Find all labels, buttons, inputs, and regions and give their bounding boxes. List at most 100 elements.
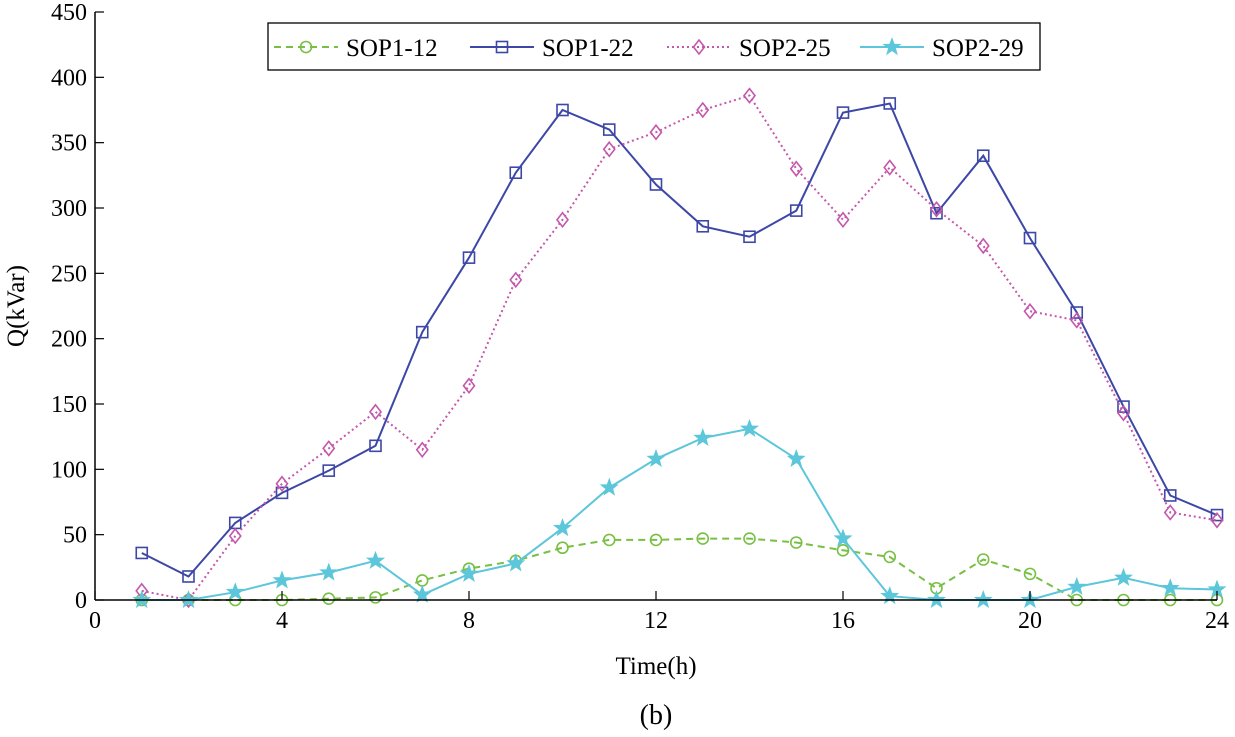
data-point — [696, 219, 710, 233]
legend-marker — [882, 37, 902, 56]
data-point — [786, 448, 806, 467]
data-point — [228, 527, 242, 545]
data-point — [696, 532, 710, 545]
data-point — [552, 518, 573, 537]
data-point — [1163, 489, 1177, 502]
data-point — [649, 123, 663, 141]
y-tick-label: 200 — [51, 327, 87, 353]
legend-item: SOP1-22 — [470, 35, 634, 62]
data-point — [1210, 508, 1224, 522]
legend-label: SOP2-29 — [932, 35, 1024, 62]
data-point — [646, 448, 666, 467]
data-point — [368, 403, 383, 421]
data-point — [696, 101, 710, 119]
data-point — [789, 204, 803, 217]
y-tick-label: 100 — [51, 457, 87, 483]
y-tick-label: 150 — [51, 392, 87, 418]
data-point — [319, 562, 339, 581]
data-point — [1210, 511, 1224, 529]
plot-area — [132, 87, 1227, 609]
data-point — [1023, 231, 1037, 245]
data-point — [602, 533, 616, 547]
data-point — [415, 574, 429, 587]
data-point — [743, 532, 756, 545]
legend: SOP1-12 SOP1-22 SOP2-25 SOP2-29 — [267, 22, 1041, 71]
data-point — [412, 584, 432, 603]
data-point — [556, 541, 569, 555]
legend-marker — [692, 38, 706, 56]
data-point — [1023, 302, 1037, 320]
x-tick-label: 16 — [831, 608, 855, 634]
series-line — [141, 537, 1217, 601]
data-point — [1070, 312, 1084, 329]
data-point — [883, 159, 897, 176]
axes: 0 4 8 12 16 20 24 0 50 100 150 200 250 300 350 400 450 — [51, 0, 1229, 634]
data-point — [132, 590, 152, 609]
legend-marker — [495, 40, 509, 54]
data-point — [322, 440, 336, 457]
legend-marker — [299, 40, 313, 54]
data-point — [415, 441, 429, 459]
data-point — [365, 550, 386, 569]
legend-item: SOP2-29 — [860, 35, 1024, 62]
caption: (b) — [640, 700, 673, 731]
data-point — [602, 123, 616, 136]
series-line — [141, 94, 1218, 602]
data-point — [1163, 504, 1177, 521]
series-sop1-12 — [135, 532, 1224, 607]
data-point — [976, 553, 990, 566]
data-point — [178, 590, 199, 609]
data-point — [459, 563, 479, 582]
data-point — [1113, 567, 1134, 586]
data-point — [1116, 404, 1131, 422]
legend-label: SOP1-12 — [346, 35, 438, 62]
x-tick-label: 20 — [1018, 608, 1042, 634]
data-point — [275, 486, 289, 500]
data-point — [976, 149, 990, 163]
series-sop2-29 — [132, 418, 1227, 609]
data-point — [789, 536, 803, 549]
data-point — [836, 106, 850, 119]
data-point — [649, 178, 663, 191]
x-tick-label: 24 — [1205, 608, 1229, 634]
data-point — [739, 418, 760, 437]
y-tick-label: 300 — [51, 196, 87, 222]
data-point — [742, 87, 757, 104]
data-point — [973, 590, 993, 609]
x-axis-label: Time(h) — [615, 653, 696, 680]
data-point — [556, 103, 569, 117]
data-point — [599, 477, 619, 496]
data-point — [225, 582, 245, 601]
data-point — [1070, 306, 1084, 319]
data-point — [836, 211, 850, 229]
data-point — [509, 271, 523, 289]
x-tick-label: 0 — [89, 608, 101, 634]
y-tick-label: 350 — [51, 131, 87, 157]
data-point — [415, 325, 429, 339]
data-point — [462, 377, 476, 395]
data-point — [509, 166, 523, 180]
data-point — [833, 528, 853, 547]
data-point — [369, 591, 382, 604]
data-point — [506, 553, 526, 572]
data-point — [1160, 578, 1180, 597]
data-point — [883, 550, 897, 564]
data-point — [369, 439, 382, 453]
data-point — [693, 428, 713, 446]
data-point — [836, 544, 850, 557]
data-point — [743, 230, 756, 244]
data-point — [462, 251, 476, 264]
legend-label: SOP1-22 — [542, 35, 634, 62]
legend-label: SOP2-25 — [739, 35, 831, 62]
x-tick-label: 8 — [463, 608, 475, 634]
series-sop1-22 — [135, 97, 1224, 583]
data-point — [929, 201, 944, 218]
data-point — [1067, 576, 1087, 595]
y-tick-label: 0 — [75, 588, 87, 614]
data-point — [322, 464, 336, 477]
data-point — [135, 546, 149, 560]
x-tick-label: 4 — [276, 608, 288, 634]
data-point — [649, 533, 663, 547]
legend-item: SOP1-12 — [274, 35, 438, 62]
